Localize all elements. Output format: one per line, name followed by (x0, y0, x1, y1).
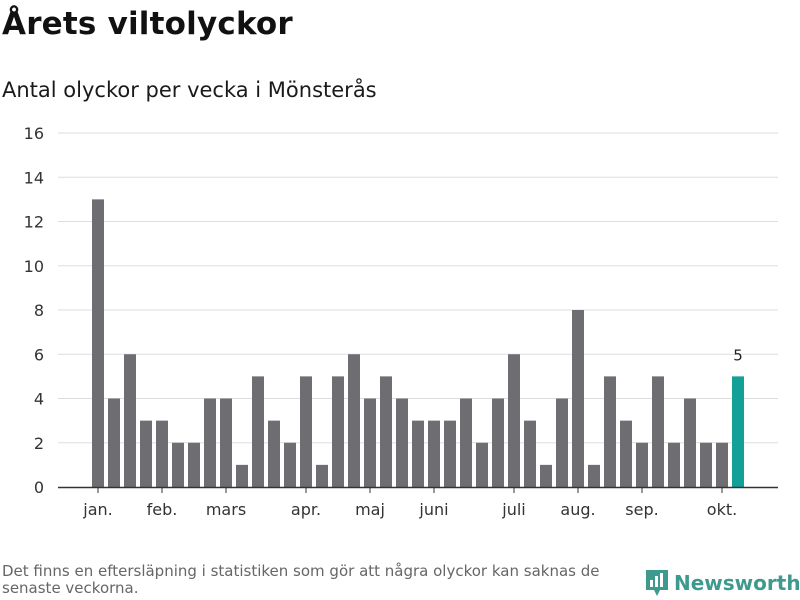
bar (684, 398, 696, 487)
bar (380, 376, 392, 487)
bar (268, 420, 280, 487)
y-tick-label: 16 (24, 124, 44, 143)
bar (348, 354, 360, 487)
x-tick-label: okt. (707, 500, 737, 519)
bar (492, 398, 504, 487)
bar (108, 398, 120, 487)
x-tick-label: juni (418, 500, 448, 519)
bar (332, 376, 344, 487)
bar-highlight (732, 376, 744, 487)
bar (428, 420, 440, 487)
bar (524, 420, 536, 487)
bar (540, 464, 552, 487)
bar (572, 310, 584, 487)
x-tick-label: mars (206, 500, 246, 519)
y-tick-label: 0 (34, 478, 44, 497)
y-tick-label: 12 (24, 213, 44, 232)
bar (252, 376, 264, 487)
bar (236, 464, 248, 487)
bar (204, 398, 216, 487)
data-label: 5 (733, 346, 743, 364)
bar (172, 442, 184, 487)
data-labels: 5 (733, 346, 743, 364)
bar-chart: 0 2 4 6 8 10 12 14 16 jan. feb. mars apr. maj juni jul… (24, 124, 778, 519)
bar (700, 442, 712, 487)
chart-title: Årets viltolyckor (2, 6, 293, 42)
y-tick-label: 10 (24, 257, 44, 276)
newsworthy-logo: Newsworthy (644, 568, 800, 598)
bars (92, 199, 744, 487)
bar (396, 398, 408, 487)
bar (668, 442, 680, 487)
bar (444, 420, 456, 487)
bar (556, 398, 568, 487)
bar (636, 442, 648, 487)
x-tick-label: sep. (625, 500, 658, 519)
bar (620, 420, 632, 487)
grid-lines (58, 132, 778, 444)
footnote: Det finns en eftersläpning i statistiken… (2, 562, 600, 597)
bar (316, 464, 328, 487)
chart-subtitle: Antal olyckor per vecka i Mönsterås (2, 78, 377, 102)
bar (460, 398, 472, 487)
bar (124, 354, 136, 487)
bar (220, 398, 232, 487)
x-tick-label: aug. (560, 500, 595, 519)
x-tick-label: maj (355, 500, 385, 519)
bar (412, 420, 424, 487)
newsworthy-logo-icon (646, 570, 668, 596)
bar (364, 398, 376, 487)
y-tick-label: 14 (24, 168, 44, 187)
bar (188, 442, 200, 487)
x-tick-label: jan. (82, 500, 112, 519)
bar (716, 442, 728, 487)
y-tick-label: 8 (34, 301, 44, 320)
bar (604, 376, 616, 487)
x-tick-label: juli (501, 500, 525, 519)
newsworthy-logo-text: Newsworthy (674, 571, 800, 595)
x-tick-label: feb. (147, 500, 178, 519)
x-tick-label: apr. (291, 500, 321, 519)
bar (588, 464, 600, 487)
bar (652, 376, 664, 487)
y-axis-ticks: 0 2 4 6 8 10 12 14 16 (24, 124, 44, 497)
bar (300, 376, 312, 487)
bar (140, 420, 152, 487)
y-tick-label: 4 (34, 390, 44, 409)
bar (476, 442, 488, 487)
y-tick-label: 2 (34, 434, 44, 453)
bar (508, 354, 520, 487)
bar (284, 442, 296, 487)
x-axis-ticks: jan. feb. mars apr. maj juni juli aug. sep. okt. (82, 487, 737, 519)
bar (92, 199, 104, 487)
y-tick-label: 6 (34, 345, 44, 364)
bar (156, 420, 168, 487)
